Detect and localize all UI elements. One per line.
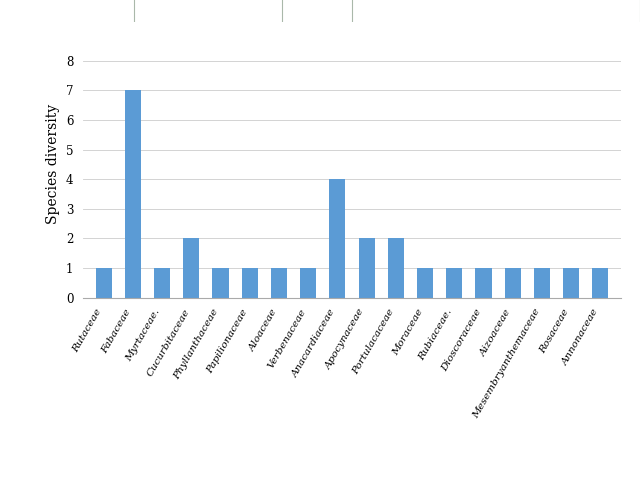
Bar: [592, 268, 609, 298]
Bar: [300, 268, 316, 298]
Bar: [446, 268, 462, 298]
Bar: [563, 268, 579, 298]
Bar: [183, 239, 199, 298]
Bar: [271, 268, 287, 298]
Bar: [358, 239, 374, 298]
Bar: [212, 268, 228, 298]
Bar: [154, 268, 170, 298]
Bar: [476, 268, 492, 298]
Bar: [534, 268, 550, 298]
Bar: [242, 268, 258, 298]
Y-axis label: Species diversity: Species diversity: [47, 104, 60, 225]
Bar: [330, 179, 346, 298]
Bar: [388, 239, 404, 298]
Bar: [505, 268, 521, 298]
Bar: [125, 90, 141, 298]
Bar: [95, 268, 112, 298]
Bar: [417, 268, 433, 298]
